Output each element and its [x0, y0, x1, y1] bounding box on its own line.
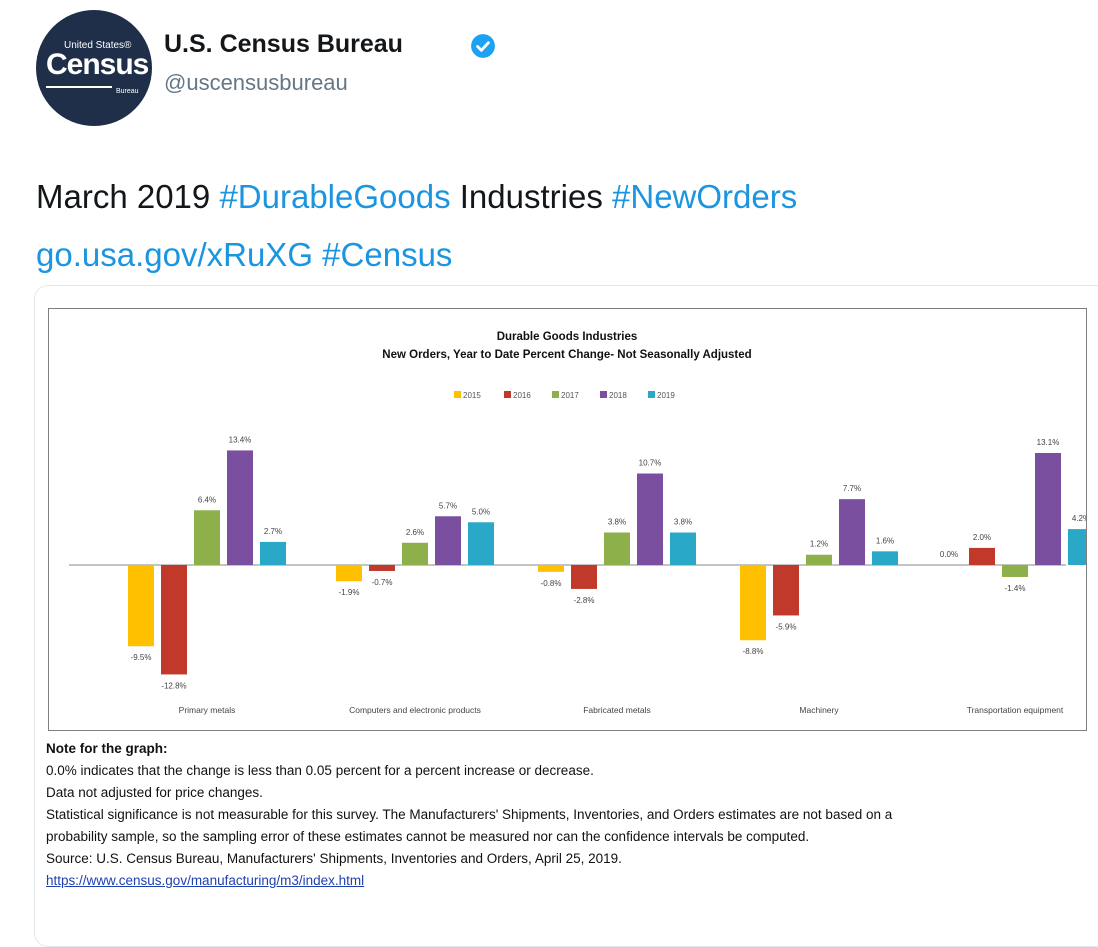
- data-label: 3.8%: [608, 518, 626, 527]
- bar-2017: [402, 542, 428, 565]
- tweet-text-part: [313, 236, 322, 273]
- chart-image: Durable Goods Industries New Orders, Year…: [48, 308, 1094, 731]
- data-label: 7.7%: [843, 484, 861, 493]
- verified-badge-icon: [471, 34, 495, 58]
- bar-2019: [1068, 529, 1094, 565]
- data-label: 2.6%: [406, 528, 424, 537]
- bar-2019: [872, 551, 898, 565]
- data-label: 13.1%: [1037, 438, 1060, 447]
- data-label: -2.8%: [574, 596, 595, 605]
- notes-line: Statistical significance is not measurab…: [46, 807, 893, 822]
- bar-2018: [839, 499, 865, 565]
- legend-label: 2017: [561, 391, 579, 400]
- data-label: 1.2%: [810, 540, 828, 549]
- notes-line: Data not adjusted for price changes.: [46, 785, 263, 800]
- category-label: Transportation equipment: [967, 705, 1064, 715]
- data-label: -0.7%: [372, 578, 393, 587]
- notes-line: 0.0% indicates that the change is less t…: [46, 763, 594, 778]
- bar-2017: [806, 554, 832, 565]
- legend-label: 2015: [463, 391, 481, 400]
- notes-line: probability sample, so the sampling erro…: [46, 829, 810, 844]
- avatar-divider: [46, 86, 112, 88]
- bar-2016: [773, 565, 799, 616]
- bar-2015: [740, 565, 766, 641]
- legend-swatch: [552, 391, 559, 398]
- data-label: 4.2%: [1072, 514, 1086, 523]
- data-label: 0.0%: [940, 550, 958, 559]
- data-label: -8.8%: [743, 647, 764, 656]
- chart-title: Durable Goods Industries: [497, 331, 638, 343]
- data-label: 5.0%: [472, 507, 490, 516]
- bar-2017: [194, 510, 220, 565]
- bar-chart: Durable Goods Industries New Orders, Year…: [69, 331, 1094, 715]
- category-label: Primary metals: [179, 705, 236, 715]
- bar-2019: [670, 532, 696, 565]
- category-label: Computers and electronic products: [349, 705, 481, 715]
- category-label: Fabricated metals: [583, 705, 651, 715]
- url-link[interactable]: go.usa.gov/xRuXG: [36, 236, 313, 273]
- legend-swatch: [600, 391, 607, 398]
- data-label: 2.0%: [973, 533, 991, 542]
- bar-2015: [538, 565, 564, 572]
- avatar-line2: Census: [46, 48, 149, 81]
- bar-2018: [227, 450, 253, 565]
- bar-2017: [604, 532, 630, 565]
- bar-2016: [969, 547, 995, 565]
- bar-2016: [161, 565, 187, 675]
- hashtag-link[interactable]: #NewOrders: [612, 178, 798, 215]
- category-label: Machinery: [799, 705, 839, 715]
- legend-swatch: [504, 391, 511, 398]
- account-name[interactable]: U.S. Census Bureau: [164, 30, 403, 58]
- tweet-text: March 2019 #DurableGoods Industries #New…: [36, 168, 1076, 284]
- legend-label: 2016: [513, 391, 531, 400]
- data-label: 13.4%: [229, 435, 252, 444]
- data-label: 2.7%: [264, 527, 282, 536]
- data-label: 6.4%: [198, 495, 216, 504]
- data-label: -5.9%: [776, 622, 797, 631]
- data-label: -12.8%: [161, 681, 186, 690]
- notes-heading: Note for the graph:: [46, 741, 168, 756]
- bar-2016: [369, 565, 395, 571]
- legend-label: 2018: [609, 391, 627, 400]
- bar-2015: [128, 565, 154, 647]
- avatar-line1: United States®: [64, 40, 132, 51]
- bar-2019: [468, 522, 494, 565]
- data-label: 5.7%: [439, 501, 457, 510]
- legend-swatch: [648, 391, 655, 398]
- data-label: 10.7%: [639, 459, 662, 468]
- hashtag-link[interactable]: #Census: [322, 236, 453, 273]
- account-handle[interactable]: @uscensusbureau: [164, 70, 348, 95]
- data-label: -0.8%: [541, 579, 562, 588]
- graph-notes: Note for the graph: 0.0% indicates that …: [46, 738, 1086, 892]
- data-label: 1.6%: [876, 536, 894, 545]
- bar-2018: [637, 473, 663, 565]
- legend-label: 2019: [657, 391, 675, 400]
- data-label: -9.5%: [131, 653, 152, 662]
- bar-2017: [1002, 565, 1028, 577]
- data-label: -1.4%: [1005, 584, 1026, 593]
- legend-swatch: [454, 391, 461, 398]
- tweet-text-part: March 2019: [36, 178, 220, 215]
- data-label: 3.8%: [674, 518, 692, 527]
- bar-2016: [571, 565, 597, 589]
- tweet-text-part: Industries: [450, 178, 613, 215]
- bar-2015: [336, 565, 362, 582]
- hashtag-link[interactable]: #DurableGoods: [219, 178, 451, 215]
- data-label: -1.9%: [339, 588, 360, 597]
- chart-subtitle: New Orders, Year to Date Percent Change-…: [382, 349, 751, 361]
- bar-2019: [260, 541, 286, 565]
- notes-line: Source: U.S. Census Bureau, Manufacturer…: [46, 851, 622, 866]
- bar-2018: [435, 516, 461, 565]
- avatar[interactable]: United States® Census Bureau: [36, 10, 152, 126]
- bar-2018: [1035, 452, 1061, 565]
- source-url-link[interactable]: https://www.census.gov/manufacturing/m3/…: [46, 873, 365, 888]
- avatar-line3: Bureau: [116, 88, 139, 95]
